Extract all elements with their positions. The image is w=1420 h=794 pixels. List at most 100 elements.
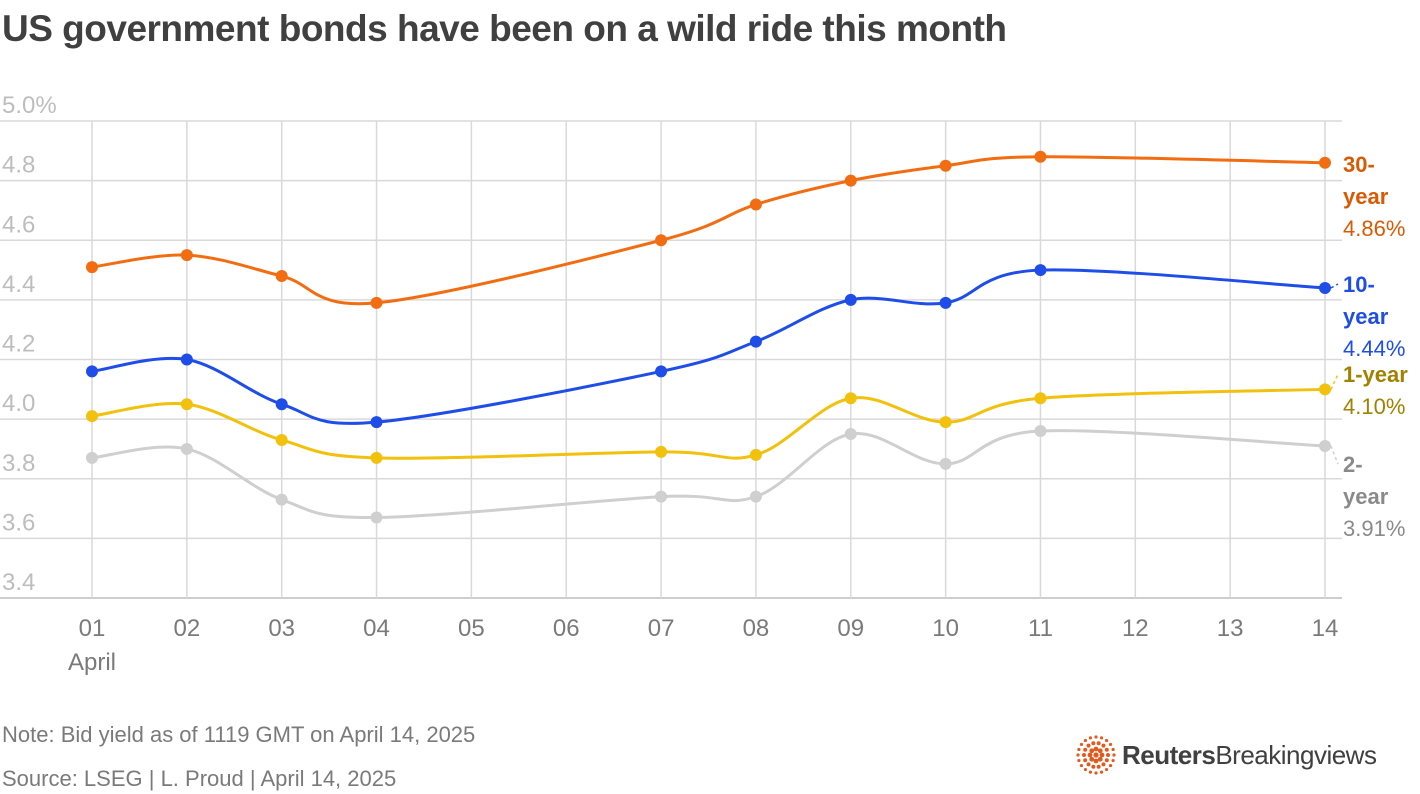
data-point [275, 433, 288, 446]
logo-dot [1111, 758, 1115, 763]
reuters-breakingviews-logo: ReutersBreakingviews [1076, 735, 1377, 775]
x-tick-label: 01 [79, 615, 106, 642]
logo-dot [1091, 741, 1096, 746]
logo-dot [1097, 748, 1103, 754]
data-point [86, 410, 98, 423]
x-tick-label: 02 [173, 615, 200, 642]
data-point [1034, 425, 1047, 438]
data-point [275, 270, 288, 283]
logo-dot [1082, 753, 1086, 757]
logo-dot [1076, 753, 1080, 757]
y-tick-label: 3.6 [2, 509, 35, 536]
logo-dot [1091, 764, 1096, 769]
series-labels: 30- year 4.86% 10- year 4.44%1-year 4.10% 2- yea… [1330, 152, 1408, 541]
reuters-dot-ring-icon [1076, 735, 1116, 775]
logo-dot [1093, 746, 1099, 752]
data-point [655, 234, 668, 247]
grid-lines [0, 120, 1342, 599]
series-label-name: 30- [1343, 152, 1375, 177]
data-point [275, 398, 288, 411]
logo-dot [1106, 753, 1110, 757]
series-label-value: 4.44% [1343, 336, 1405, 361]
series-label-name: 2- [1343, 452, 1363, 477]
x-tick-label: 03 [268, 615, 295, 642]
logo-dot [1108, 763, 1113, 768]
logo-dot [1083, 747, 1088, 752]
series-label-name-line2: year [1343, 304, 1389, 329]
data-point [370, 511, 383, 524]
logo-dot [1086, 762, 1091, 767]
x-tick-label: 09 [837, 615, 864, 642]
y-tick-label: 4.2 [2, 331, 35, 358]
x-tick-label: 06 [553, 615, 580, 642]
logo-dot [1083, 758, 1088, 763]
data-point [939, 296, 952, 309]
logo-dot [1089, 748, 1095, 754]
logo-dot [1104, 747, 1109, 752]
data-point [844, 174, 857, 187]
y-tick-label: 3.4 [2, 569, 35, 596]
data-point [749, 335, 762, 348]
line-chart: 5.0%4.84.64.44.24.03.83.63.4 01 02 03 04 05 0… [0, 92, 1408, 676]
logo-dot [1104, 767, 1109, 772]
data-point [1319, 383, 1331, 396]
data-point [655, 490, 668, 503]
x-tick-label: 11 [1028, 615, 1053, 642]
logo-dot [1088, 770, 1093, 774]
x-tick-label: 07 [648, 615, 675, 642]
logo-dot [1093, 758, 1099, 764]
data-point [180, 442, 193, 455]
logo-dot [1104, 738, 1109, 743]
logo-dot [1099, 752, 1105, 758]
y-tick-label: 5.0% [2, 92, 57, 119]
series-line [91, 429, 1326, 520]
data-point [939, 159, 952, 172]
logo-dot [1083, 767, 1088, 772]
x-tick-label: 05 [458, 615, 485, 642]
series-label-name: 10- [1343, 272, 1375, 297]
x-tick-label: 04 [363, 615, 390, 642]
x-tick-label: 14 [1312, 615, 1339, 642]
data-point [370, 416, 383, 429]
logo-dot [1104, 758, 1109, 763]
series-lines [86, 150, 1331, 524]
data-point [370, 296, 383, 309]
logo-dot [1101, 743, 1106, 748]
x-axis: 01 02 03 04 05 06 07 08 09 10 11 12 13 14 April [68, 615, 1338, 676]
series-label-name-line2: year [1343, 184, 1389, 209]
x-tick-label: 13 [1217, 615, 1244, 642]
logo-wordmark: ReutersBreakingviews [1122, 740, 1377, 771]
y-tick-label: 3.8 [2, 450, 35, 477]
x-tick-label: 08 [743, 615, 770, 642]
logo-dot [1099, 770, 1104, 774]
label-leader [1330, 373, 1339, 390]
chart-title: US government bonds have been on a wild … [2, 8, 1007, 49]
label-leader [1330, 445, 1339, 465]
y-tick-label: 4.4 [2, 271, 35, 298]
data-point [1034, 150, 1047, 163]
logo-dot [1111, 747, 1115, 752]
logo-dot [1077, 758, 1081, 763]
logo-dot [1088, 736, 1093, 740]
data-point [844, 293, 857, 306]
y-axis: 5.0% 4.8 4.6 4.4 4.2 4.0 3.8 3.6 3.4 [2, 92, 57, 596]
data-point [749, 490, 762, 503]
y-tick-label: 4.6 [2, 211, 35, 238]
data-point [86, 451, 98, 464]
logo-dot [1079, 742, 1084, 747]
logo-dot [1097, 756, 1103, 762]
chart-source: Source: LSEG | L. Proud | April 14, 2025 [2, 766, 397, 791]
data-point [1319, 156, 1331, 169]
series-label-name: 1-year [1343, 362, 1408, 387]
series-label-value: 4.10% [1343, 394, 1405, 419]
logo-dot [1101, 762, 1106, 767]
logo-dot [1086, 743, 1091, 748]
series-label-value: 3.91% [1343, 516, 1405, 541]
data-point [1034, 264, 1047, 277]
data-point [180, 249, 193, 262]
data-point [1034, 392, 1047, 405]
logo-dot [1093, 752, 1099, 758]
data-point [275, 493, 288, 506]
data-point [370, 451, 383, 464]
x-tick-sublabel: April [68, 649, 116, 676]
